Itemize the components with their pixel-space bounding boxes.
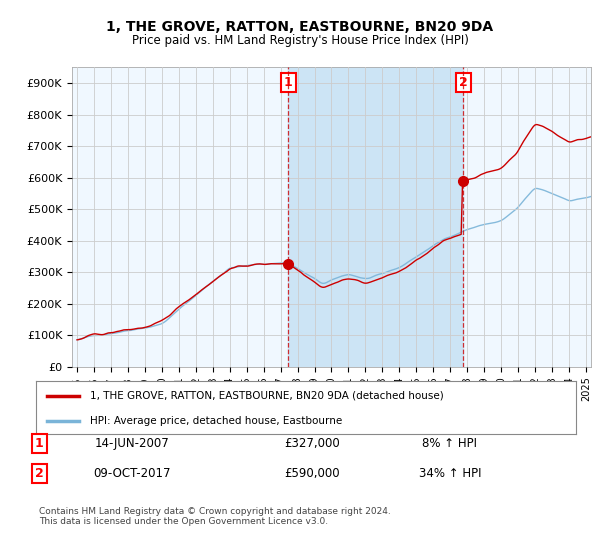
Text: 1, THE GROVE, RATTON, EASTBOURNE, BN20 9DA (detached house): 1, THE GROVE, RATTON, EASTBOURNE, BN20 9…: [90, 391, 444, 401]
Text: 1: 1: [284, 76, 293, 89]
Text: £327,000: £327,000: [284, 437, 340, 450]
Text: 14-JUN-2007: 14-JUN-2007: [95, 437, 169, 450]
Text: 8% ↑ HPI: 8% ↑ HPI: [422, 437, 478, 450]
Text: 34% ↑ HPI: 34% ↑ HPI: [419, 466, 481, 480]
Text: HPI: Average price, detached house, Eastbourne: HPI: Average price, detached house, East…: [90, 416, 342, 426]
Bar: [288, 67, 463, 367]
Text: Price paid vs. HM Land Registry's House Price Index (HPI): Price paid vs. HM Land Registry's House …: [131, 34, 469, 46]
Text: 1, THE GROVE, RATTON, EASTBOURNE, BN20 9DA: 1, THE GROVE, RATTON, EASTBOURNE, BN20 9…: [106, 20, 494, 34]
Text: Contains HM Land Registry data © Crown copyright and database right 2024.
This d: Contains HM Land Registry data © Crown c…: [39, 507, 391, 526]
Text: £590,000: £590,000: [284, 466, 340, 480]
Text: 2: 2: [459, 76, 467, 89]
Text: 09-OCT-2017: 09-OCT-2017: [93, 466, 171, 480]
Text: 1: 1: [35, 437, 43, 450]
Text: 2: 2: [35, 466, 43, 480]
